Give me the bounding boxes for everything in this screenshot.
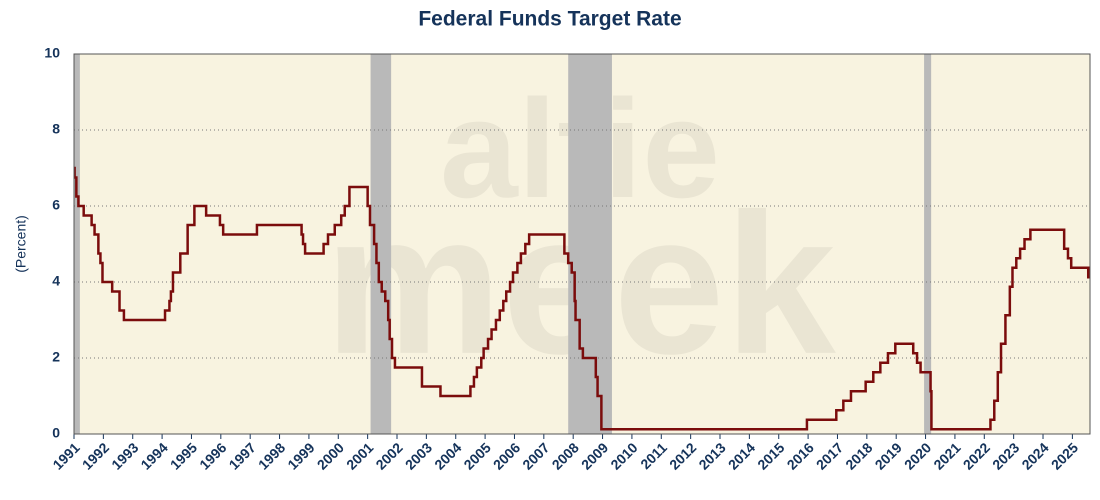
x-tick-label: 2001 [343, 439, 376, 472]
x-tick-label: 2023 [989, 439, 1022, 472]
x-tick-label: 2006 [490, 439, 523, 472]
x-tick-label: 2019 [872, 439, 905, 472]
recession-band [370, 54, 392, 434]
x-tick-label: 2007 [519, 439, 552, 472]
x-tick-label: 2017 [813, 439, 846, 472]
x-tick-label: 1994 [137, 439, 170, 472]
x-tick-label: 2013 [695, 439, 728, 472]
x-tick-label: 2010 [607, 439, 640, 472]
x-tick-label: 2003 [402, 439, 435, 472]
y-tick-label: 2 [52, 349, 60, 365]
x-tick-label: 2009 [578, 439, 611, 472]
x-tick-label: 2020 [901, 439, 934, 472]
y-tick-label: 4 [52, 273, 60, 289]
x-tick-label: 2016 [783, 439, 816, 472]
x-tick-label: 1996 [196, 439, 229, 472]
x-tick-label: 2021 [930, 439, 963, 472]
x-tick-label: 2011 [637, 439, 670, 472]
x-tick-label: 2005 [460, 439, 493, 472]
y-axis-label: (Percent) [13, 215, 29, 273]
x-tick-label: 1991 [49, 439, 82, 472]
x-tick-label: 1992 [79, 439, 112, 472]
x-tick-label: 2022 [960, 439, 993, 472]
recession-band [74, 54, 80, 434]
y-tick-label: 10 [44, 45, 60, 61]
recession-band [568, 54, 612, 434]
x-tick-label: 1998 [255, 439, 288, 472]
x-tick-label: 2015 [754, 439, 787, 472]
x-tick-label: 1999 [284, 439, 317, 472]
x-tick-label: 1997 [226, 439, 259, 472]
x-tick-label: 2018 [842, 439, 875, 472]
x-tick-label: 2000 [314, 439, 347, 472]
x-tick-label: 2014 [725, 439, 758, 472]
y-tick-label: 6 [52, 197, 60, 213]
x-tick-label: 1993 [108, 439, 141, 472]
plot-border [73, 53, 1091, 435]
rate-line [74, 166, 1090, 431]
y-tick-label: 8 [52, 121, 60, 137]
x-tick-label: 2024 [1018, 439, 1051, 472]
x-tick-label: 2002 [372, 439, 405, 472]
x-tick-label: 1995 [167, 439, 200, 472]
x-tick-label: 2004 [431, 439, 464, 472]
recession-band [924, 54, 932, 434]
y-tick-label: 0 [52, 425, 60, 441]
x-tick-label: 2025 [1048, 439, 1081, 472]
x-tick-label: 2008 [549, 439, 582, 472]
x-tick-label: 2012 [666, 439, 699, 472]
chart-title: Federal Funds Target Rate [418, 8, 681, 31]
